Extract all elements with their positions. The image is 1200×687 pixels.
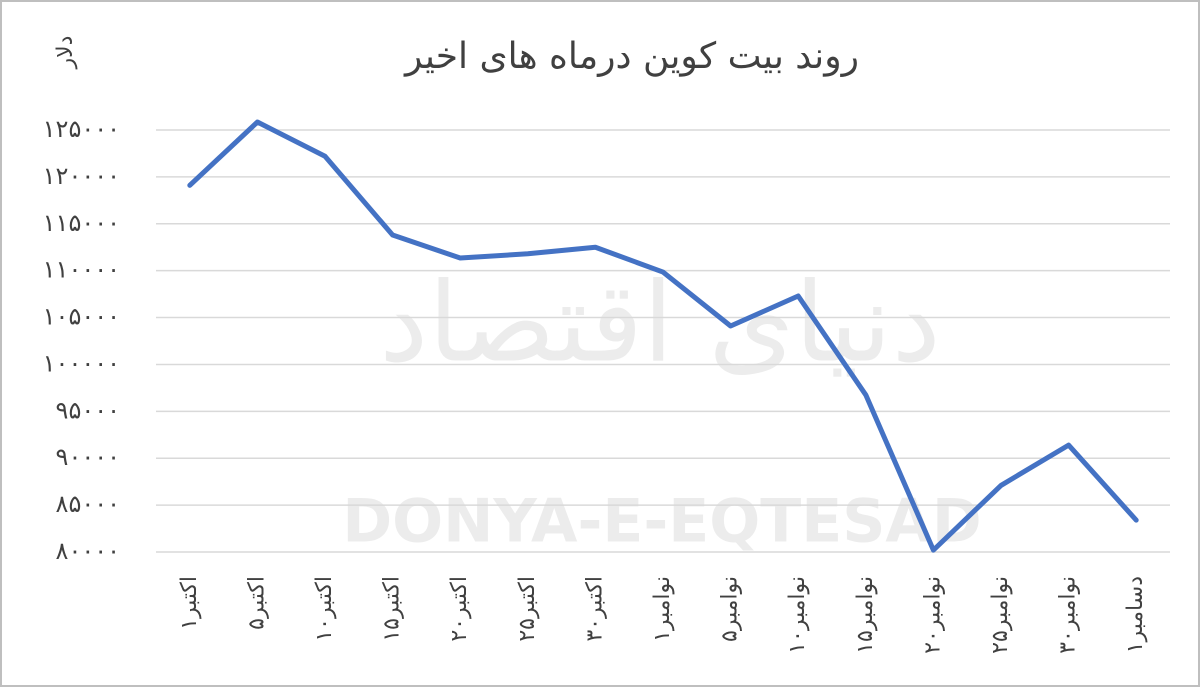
x-tick-label: ۱۰نوامبر [785,576,810,654]
x-tick-label: ۱دسامبر [1123,576,1148,653]
x-tick-label: ۲۰نوامبر [920,576,945,654]
y-tick-label: ۹۰۰۰۰ [56,443,120,471]
x-tick-label: ۱نوامبر [650,576,675,642]
x-tick-label: ۵نوامبر [718,576,743,642]
y-axis-label: دلار [53,36,78,70]
x-tick-label: ۱۵نوامبر [853,576,878,654]
x-tick-label: ۵اکتبر [244,576,269,630]
x-tick-label: ۳۰اکتبر [582,576,607,642]
watermark-logo: دنیای اقتصاد [379,258,941,386]
y-tick-label: ۱۱۵۰۰۰ [43,209,120,237]
y-tick-label: ۸۵۰۰۰ [56,490,120,518]
y-tick-label: ۸۰۰۰۰ [56,537,120,565]
x-tick-label: ۲۵نوامبر [988,576,1013,654]
x-tick-label: ۲۵اکتبر [515,576,540,642]
y-tick-label: ۱۰۰۰۰۰ [43,349,120,377]
x-tick-label: ۱۰اکتبر [312,576,337,642]
chart-title: روند بیت کوین درماه های اخیر [403,36,859,77]
x-tick-label: ۳۰نوامبر [1056,576,1081,654]
y-tick-label: ۱۲۰۰۰۰ [43,162,120,190]
y-tick-label: ۱۰۵۰۰۰ [43,303,120,331]
watermark: DONYA-E-EQTESAD [342,487,981,557]
x-tick-label: ۱۵اکتبر [380,576,405,642]
y-tick-label: ۹۵۰۰۰ [56,396,120,424]
x-tick-label: ۲۰اکتبر [447,576,472,642]
line-series [187,119,1139,553]
y-tick-label: ۱۲۵۰۰۰ [43,115,120,143]
y-tick-label: ۱۱۰۰۰۰ [43,256,120,284]
x-tick-label: ۱اکتبر [177,576,202,630]
